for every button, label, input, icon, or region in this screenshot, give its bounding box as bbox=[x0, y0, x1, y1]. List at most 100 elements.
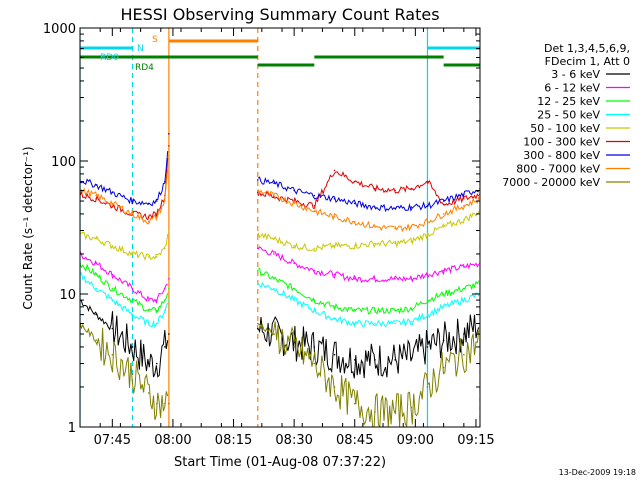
series-point bbox=[293, 346, 295, 348]
series-point bbox=[168, 402, 170, 405]
series-line bbox=[257, 246, 480, 284]
series-line bbox=[257, 189, 480, 233]
series-point bbox=[374, 242, 376, 245]
series-point bbox=[147, 392, 150, 394]
series-point bbox=[410, 406, 413, 409]
series-point bbox=[164, 346, 166, 348]
series-3-6keV-kev bbox=[80, 299, 480, 379]
series-point bbox=[333, 245, 336, 247]
series-point bbox=[353, 278, 356, 280]
series-point bbox=[313, 194, 316, 197]
series-point bbox=[147, 299, 150, 301]
x-axis-label: Start Time (01-Aug-08 07:37:22) bbox=[174, 455, 386, 470]
series-point bbox=[95, 238, 97, 240]
legend-item-label: 12 - 25 keV bbox=[537, 95, 600, 108]
series-point bbox=[333, 386, 336, 388]
series-point bbox=[353, 220, 356, 223]
series-point bbox=[147, 256, 150, 258]
series-line bbox=[80, 169, 169, 225]
series-point bbox=[256, 282, 259, 285]
series-point bbox=[131, 346, 134, 348]
series-point bbox=[374, 359, 376, 361]
legend-header-line: Det 1,3,4,5,6,9, bbox=[544, 42, 630, 55]
series-line bbox=[257, 281, 480, 328]
y-tick-label: 1 bbox=[68, 421, 76, 436]
series-point bbox=[463, 353, 465, 356]
series-point bbox=[426, 273, 429, 276]
y-tick-label: 100 bbox=[51, 155, 76, 170]
series-point bbox=[313, 210, 316, 212]
series-point bbox=[374, 278, 376, 280]
series-line bbox=[257, 321, 480, 427]
series-point bbox=[256, 247, 259, 250]
series-point bbox=[111, 245, 114, 247]
series-point bbox=[313, 309, 316, 312]
series-point bbox=[131, 200, 134, 202]
legend: Det 1,3,4,5,6,9,FDecim 1, Att 03 - 6 keV… bbox=[502, 42, 630, 189]
series-point bbox=[131, 299, 134, 301]
series-point bbox=[293, 245, 295, 247]
series-line bbox=[80, 151, 169, 207]
series-point bbox=[293, 202, 295, 205]
series-point bbox=[463, 299, 465, 301]
series-point bbox=[442, 339, 445, 341]
x-tick-label: 07:45 bbox=[94, 433, 131, 448]
series-point bbox=[353, 180, 356, 183]
series-point bbox=[426, 205, 429, 207]
series-point bbox=[426, 233, 429, 236]
series-12-25keV-kev bbox=[80, 262, 480, 315]
y-tick-label: 1000 bbox=[43, 22, 76, 37]
series-point bbox=[333, 216, 336, 218]
series-point bbox=[256, 269, 259, 272]
series-point bbox=[394, 227, 396, 230]
series-line bbox=[80, 272, 169, 329]
series-point bbox=[463, 266, 465, 268]
series-point bbox=[374, 309, 376, 312]
legend-item-label: 7000 - 20000 keV bbox=[502, 176, 600, 189]
series-point bbox=[131, 373, 134, 375]
series-line bbox=[257, 176, 479, 213]
chart-title: HESSI Observing Summary Count Rates bbox=[120, 5, 439, 24]
series-point bbox=[333, 318, 336, 320]
series-point bbox=[442, 366, 445, 369]
series-point bbox=[353, 309, 356, 312]
series-point bbox=[131, 253, 134, 255]
series-point bbox=[256, 189, 259, 192]
series-point bbox=[164, 299, 166, 301]
series-800-7000keV-kev bbox=[80, 154, 480, 233]
series-point bbox=[410, 240, 413, 242]
series-line bbox=[257, 314, 480, 379]
series-point bbox=[168, 278, 170, 280]
series-point bbox=[95, 273, 97, 276]
series-point bbox=[394, 189, 396, 192]
series-point bbox=[95, 184, 97, 186]
series-point bbox=[353, 402, 356, 405]
series-point bbox=[394, 359, 396, 361]
series-point bbox=[273, 238, 275, 240]
legend-item-label: 300 - 800 keV bbox=[523, 149, 600, 162]
plot-frame bbox=[79, 27, 481, 428]
x-tick-label: 08:45 bbox=[336, 433, 373, 448]
series-line bbox=[80, 263, 169, 314]
series-point bbox=[131, 213, 134, 215]
series-line bbox=[257, 170, 480, 209]
series-point bbox=[131, 287, 134, 290]
series-point bbox=[168, 145, 170, 147]
series-line bbox=[80, 251, 168, 304]
series-point bbox=[410, 187, 413, 190]
series-point bbox=[131, 313, 134, 316]
series-point bbox=[95, 197, 97, 200]
series-point bbox=[426, 299, 429, 301]
series-point bbox=[164, 309, 166, 312]
series-point bbox=[147, 216, 150, 218]
series-point bbox=[95, 194, 97, 197]
series-point bbox=[168, 333, 170, 335]
series-point bbox=[147, 220, 150, 223]
series-point bbox=[442, 200, 445, 202]
series-point bbox=[410, 206, 413, 208]
series-point bbox=[273, 194, 275, 197]
series-point bbox=[442, 306, 445, 308]
series-point bbox=[256, 322, 259, 325]
series-point bbox=[293, 189, 295, 192]
